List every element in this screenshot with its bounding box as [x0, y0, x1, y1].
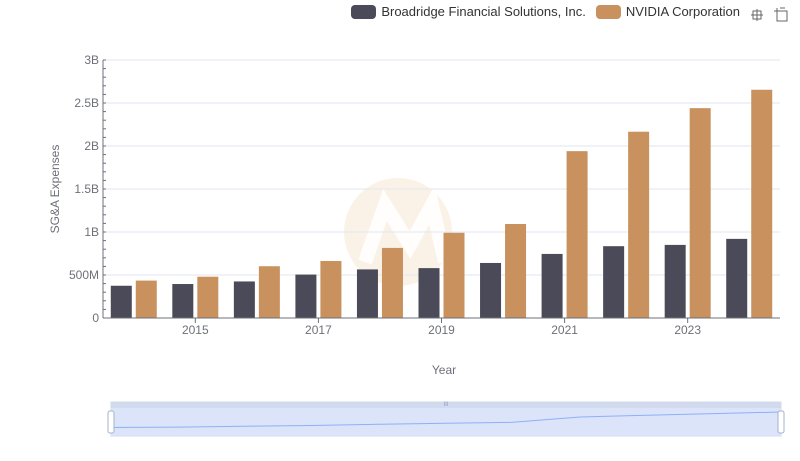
bar-broadridge-2024: [726, 238, 748, 318]
bar-nvidia-2018: [381, 247, 403, 318]
legend-item-nvidia[interactable]: NVIDIA Corporation: [595, 4, 740, 19]
legend: Broadridge Financial Solutions, Inc. NVI…: [341, 4, 740, 19]
x-tick-label: 2015: [182, 323, 209, 337]
zoom-icon[interactable]: [748, 6, 766, 24]
y-tick-label: 1.5B: [74, 182, 99, 196]
data-zoom-slider[interactable]: III: [107, 401, 785, 437]
bar-nvidia-2022: [628, 131, 650, 318]
bar-nvidia-2019: [443, 232, 465, 318]
legend-swatch-broadridge: [351, 4, 377, 19]
zoom-reset-icon[interactable]: [772, 6, 790, 24]
bar-nvidia-2017: [320, 260, 342, 318]
x-tick-label: 2017: [305, 323, 332, 337]
y-tick-label: 0: [92, 311, 99, 325]
legend-swatch-nvidia: [595, 4, 621, 19]
bar-broadridge-2021: [541, 253, 563, 318]
legend-item-broadridge[interactable]: Broadridge Financial Solutions, Inc.: [351, 4, 586, 19]
bar-nvidia-2021: [566, 151, 588, 318]
zoom-move-bar: [111, 402, 781, 408]
bar-broadridge-2015: [172, 284, 194, 318]
bar-broadridge-2018: [356, 269, 378, 318]
y-tick-label: 2.5B: [74, 96, 99, 110]
bar-nvidia-2016: [258, 266, 280, 318]
watermark-mark: [358, 185, 452, 265]
bar-broadridge-2017: [295, 274, 317, 318]
y-tick-label: 1B: [84, 225, 99, 239]
bar-broadridge-2022: [603, 246, 625, 318]
zoom-handle-left: [107, 410, 115, 434]
legend-label-broadridge: Broadridge Financial Solutions, Inc.: [381, 4, 586, 19]
bar-broadridge-2014: [110, 285, 132, 318]
bar-broadridge-2023: [664, 244, 686, 318]
y-tick-label: 500M: [69, 268, 99, 282]
zoom-preview-line: [110, 411, 782, 428]
x-tick-label: 2023: [674, 323, 701, 337]
zoom-drag-handle: III: [443, 402, 448, 408]
y-axis-title: SG&A Expenses: [48, 145, 62, 234]
bar-nvidia-2020: [505, 224, 527, 318]
bar-nvidia-2014: [135, 280, 157, 318]
bar-nvidia-2024: [751, 89, 773, 318]
bars: [110, 89, 773, 318]
bar-broadridge-2016: [233, 281, 255, 318]
grid-lines: [103, 59, 780, 276]
y-tick-label: 2B: [84, 139, 99, 153]
bar-nvidia-2015: [197, 276, 219, 318]
x-tick-label: 2019: [428, 323, 455, 337]
x-axis: 2015 2017 2019 2021 2023: [103, 317, 780, 337]
legend-label-nvidia: NVIDIA Corporation: [625, 4, 740, 19]
x-axis-title: Year: [432, 363, 456, 377]
x-tick-label: 2021: [551, 323, 578, 337]
y-axis: 0 500M 1B 1.5B 2B 2.5B 3B: [69, 53, 106, 325]
zoom-handle-right: [777, 410, 785, 434]
y-tick-label: 3B: [84, 53, 99, 67]
bar-broadridge-2020: [480, 262, 502, 318]
toolbox: [742, 6, 790, 24]
bar-nvidia-2023: [689, 108, 711, 318]
zoom-selected-area: [111, 408, 781, 436]
bar-broadridge-2019: [418, 268, 440, 318]
